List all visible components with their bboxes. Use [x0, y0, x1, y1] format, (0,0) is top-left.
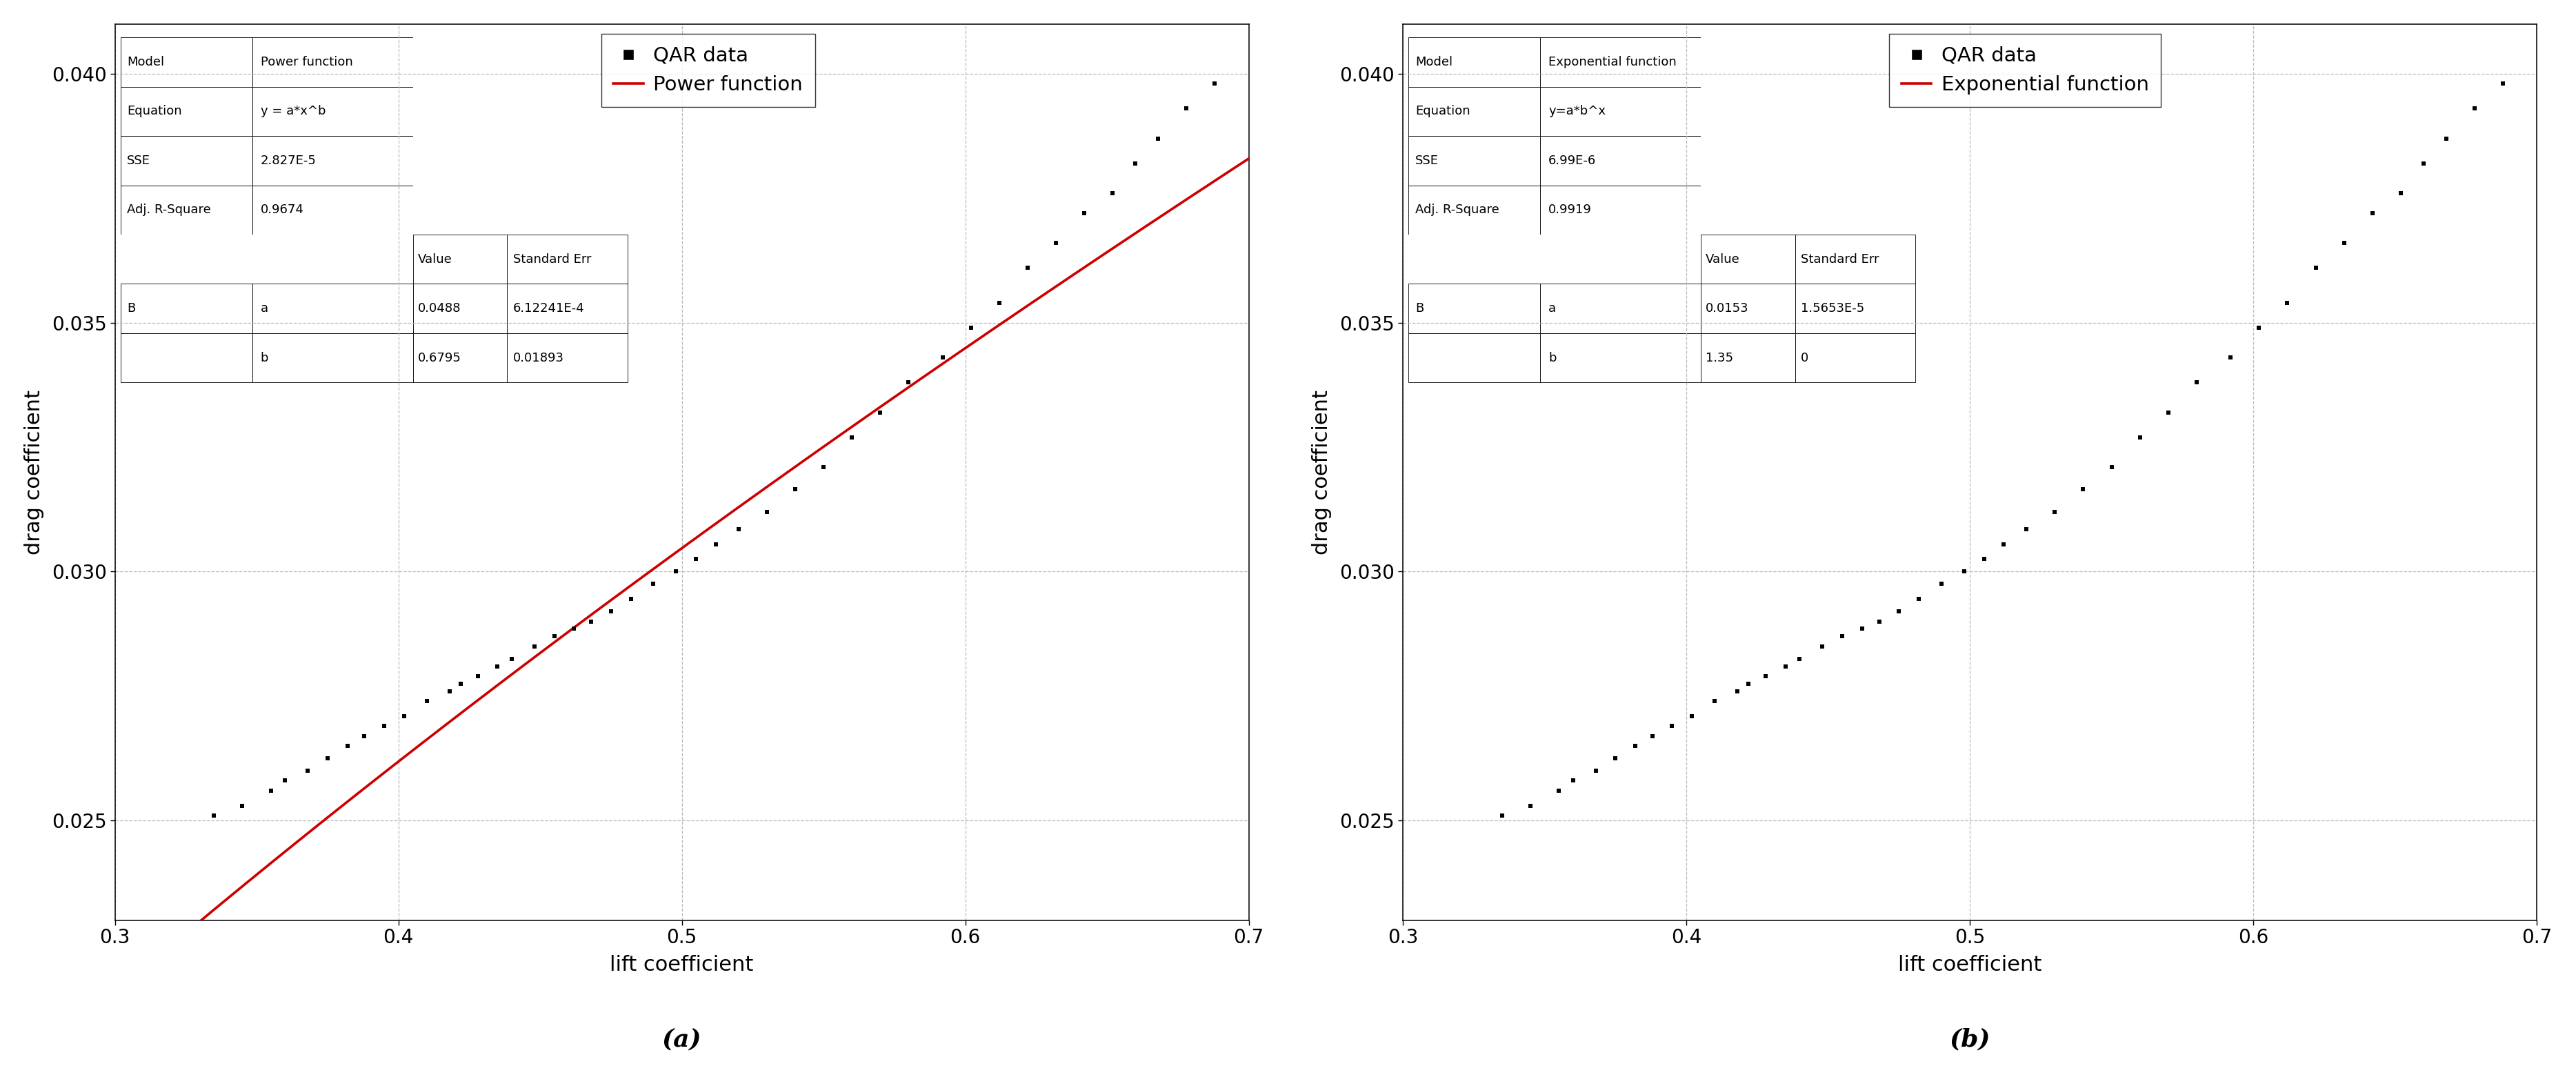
Point [860, 404, 902, 421]
Point [1942, 563, 1984, 580]
Text: (b): (b) [1950, 1028, 1991, 1051]
Point [2063, 481, 2105, 498]
Point [492, 650, 533, 667]
Point [775, 481, 817, 498]
X-axis label: lift coefficient: lift coefficient [611, 955, 755, 975]
Point [554, 620, 595, 637]
Point [804, 458, 845, 475]
Point [440, 675, 482, 692]
Point [1167, 100, 1208, 117]
X-axis label: lift coefficient: lift coefficient [1899, 955, 2043, 975]
Point [2035, 503, 2076, 520]
Point [1574, 762, 1615, 779]
Point [1801, 637, 1842, 655]
Point [832, 429, 873, 446]
Point [2267, 294, 2308, 311]
Point [2455, 100, 2496, 117]
Point [1744, 667, 1785, 684]
Point [1780, 650, 1821, 667]
Point [979, 294, 1020, 311]
Point [1765, 658, 1806, 675]
Y-axis label: drag coefficient: drag coefficient [1311, 389, 1332, 554]
Point [1139, 130, 1180, 147]
Point [1716, 682, 1757, 699]
Point [1857, 613, 1899, 630]
Point [1538, 782, 1579, 800]
Point [889, 374, 930, 391]
Point [1821, 628, 1862, 645]
Point [922, 349, 963, 366]
Point [1115, 155, 1157, 172]
Point [2380, 184, 2421, 201]
Point [1842, 620, 1883, 637]
Point [1695, 693, 1736, 710]
Point [1036, 235, 1077, 252]
Point [1553, 772, 1595, 789]
Point [1092, 184, 1133, 201]
Point [513, 637, 554, 655]
Point [2210, 349, 2251, 366]
Legend: QAR data, Power function: QAR data, Power function [600, 34, 814, 107]
Point [1651, 717, 1692, 734]
Point [951, 319, 992, 336]
Point [719, 521, 760, 538]
Point [1064, 205, 1105, 222]
Point [675, 551, 716, 568]
Point [286, 762, 327, 779]
Point [1595, 749, 1636, 766]
Point [533, 628, 574, 645]
Point [1878, 603, 1919, 620]
Point [384, 708, 425, 725]
Point [1672, 708, 1713, 725]
Point [2239, 319, 2280, 336]
Point [343, 727, 384, 744]
Point [1007, 259, 1048, 276]
Y-axis label: drag coefficient: drag coefficient [23, 389, 44, 554]
Point [1963, 551, 2004, 568]
Point [2324, 235, 2365, 252]
Point [363, 717, 404, 734]
Point [307, 749, 348, 766]
Point [2295, 259, 2336, 276]
Legend: QAR data, Exponential function: QAR data, Exponential function [1888, 34, 2161, 107]
Point [407, 693, 448, 710]
Point [477, 658, 518, 675]
Point [2007, 521, 2048, 538]
Point [1631, 727, 1672, 744]
Point [2403, 155, 2445, 172]
Point [2177, 374, 2218, 391]
Point [747, 503, 788, 520]
Point [1510, 797, 1551, 814]
Point [193, 807, 234, 824]
Point [1984, 536, 2025, 553]
Point [2092, 458, 2133, 475]
Point [611, 591, 652, 608]
Point [1195, 76, 1236, 93]
Point [1481, 807, 1522, 824]
Point [265, 772, 307, 789]
Point [569, 613, 611, 630]
Point [696, 536, 737, 553]
Point [1922, 576, 1963, 593]
Point [590, 603, 631, 620]
Point [2483, 76, 2524, 93]
Point [222, 797, 263, 814]
Point [1728, 675, 1770, 692]
Point [2427, 130, 2468, 147]
Point [456, 667, 497, 684]
Point [428, 682, 469, 699]
Point [2148, 404, 2190, 421]
Point [2352, 205, 2393, 222]
Point [1615, 738, 1656, 755]
Text: (a): (a) [662, 1028, 701, 1051]
Point [250, 782, 291, 800]
Point [327, 738, 368, 755]
Point [654, 563, 696, 580]
Point [2120, 429, 2161, 446]
Point [634, 576, 675, 593]
Point [1899, 591, 1940, 608]
